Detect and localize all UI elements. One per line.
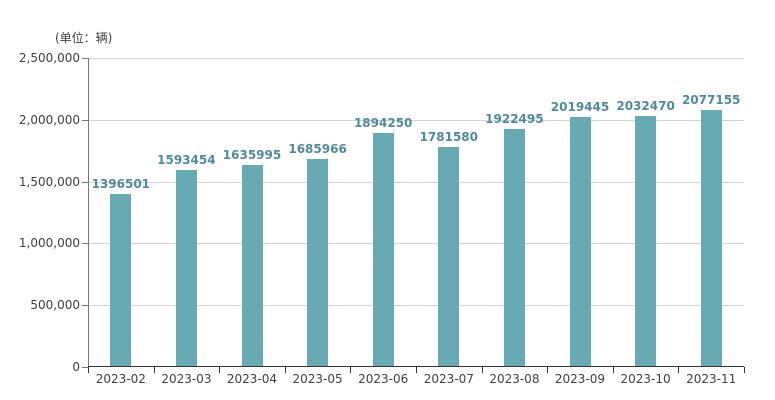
gridline [88,243,744,245]
bar [438,146,460,367]
bar-value-label: 2032470 [616,98,675,113]
x-axis-tick [219,367,221,373]
x-axis-tick [481,367,483,373]
unit-label: (单位：辆) [55,31,113,45]
bar-value-label: 1922495 [485,112,544,127]
x-axis-category-label: 2023-03 [161,372,212,386]
x-axis-tick [153,367,155,373]
y-axis-tick-label: 0 [72,360,80,374]
bar [569,117,591,367]
bar-value-label: 1635995 [222,147,282,162]
y-axis-tick [82,181,88,183]
bar [175,170,197,367]
x-axis-category-label: 2023-06 [358,372,409,386]
y-axis-tick-label: 1,500,000 [18,174,80,189]
plot-area: 1396501 1593454 1635995 1685966 1894250 17815… [82,58,745,373]
x-axis-tick [416,367,417,373]
bar-value-label: 1396501 [91,177,151,192]
x-axis-tick [88,367,89,373]
x-axis-tick [744,367,745,373]
y-axis-tick-label: 2,000,000 [18,112,80,127]
bar-value-label: 1685966 [288,141,347,156]
y-axis-tick-label: 2,500,000 [18,51,80,65]
bar-value-label: 1781580 [419,129,479,144]
y-axis-tick [82,58,88,59]
x-axis-category-label: 2023-04 [226,372,278,386]
x-axis-category-label: 2023-10 [620,372,671,386]
y-axis-tick-label: 1,000,000 [18,236,80,251]
x-axis-category-label: 2023-02 [95,372,146,386]
bar-value-label: 1593454 [157,153,216,168]
y-axis-tick-label: 500,000 [30,298,80,313]
bar [635,115,657,367]
bar-value-label: 2019445 [550,100,610,115]
bar [700,110,722,367]
y-axis-line [88,58,89,367]
y-axis-tick [82,367,88,368]
bar [503,129,525,367]
x-axis-category-label: 2023-09 [554,372,606,386]
gridline [88,119,744,121]
x-axis-line [88,366,744,367]
x-axis-category-label: 2023-05 [292,372,343,386]
bar [372,132,394,367]
y-axis-tick [82,119,88,121]
bar [307,158,329,367]
y-axis-tick [82,305,88,307]
gridline [88,181,744,183]
gridline [88,305,744,307]
x-axis-tick [350,367,352,373]
bar [241,164,263,367]
x-axis-category-label: 2023-08 [489,372,540,386]
x-axis-tick [678,367,680,373]
x-axis-category-label: 2023-07 [423,372,474,386]
x-axis-tick [547,367,549,373]
x-axis-category-label: 2023-11 [686,372,737,386]
gridline [88,58,744,59]
bar-value-label: 2077155 [681,93,741,108]
y-axis-tick [82,243,88,245]
bar-value-label: 1894250 [353,115,413,130]
bar [110,194,132,367]
x-axis-tick [612,367,614,373]
x-axis-tick [284,367,286,373]
